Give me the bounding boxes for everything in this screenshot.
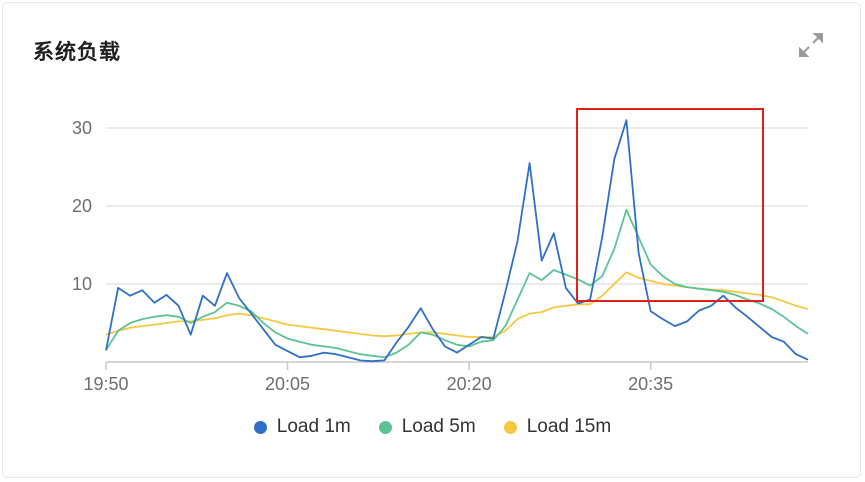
- x-tick-label: 19:50: [83, 374, 128, 394]
- card-title: 系统负载: [33, 40, 121, 64]
- series-line-load-1m: [105, 119, 809, 363]
- legend-item-load-15m[interactable]: Load 15m: [503, 416, 612, 438]
- x-tick-label: 20:35: [628, 374, 673, 394]
- y-tick-label: 30: [72, 118, 92, 138]
- x-tick-label: 20:05: [265, 374, 310, 394]
- legend-dot-load-1m: [253, 420, 267, 434]
- legend-label-load-5m: Load 5m: [401, 416, 476, 437]
- legend-dot-load-15m: [503, 420, 517, 434]
- legend-label-load-1m: Load 1m: [276, 416, 351, 437]
- tick-labels: 10 20 30 19:50 20:05 20:20 20:35: [72, 118, 673, 394]
- expand-arrows-icon[interactable]: [797, 31, 825, 59]
- y-tick-label: 20: [72, 196, 92, 216]
- x-tick-label: 20:20: [447, 374, 492, 394]
- load-line-chart: 10 20 30 19:50 20:05 20:20 20:35: [72, 118, 809, 394]
- legend-label-load-15m: Load 15m: [526, 416, 612, 437]
- legend-dot-load-5m: [378, 420, 392, 434]
- series-line-load-5m: [105, 208, 809, 359]
- x-axis: [105, 361, 808, 370]
- series-lines: [105, 119, 809, 363]
- highlight-box: [576, 108, 764, 302]
- chart-legend: Load 1m Load 5m Load 15m: [0, 412, 865, 442]
- legend-item-load-5m[interactable]: Load 5m: [378, 416, 476, 438]
- legend-item-load-1m[interactable]: Load 1m: [253, 416, 351, 438]
- y-tick-label: 10: [72, 274, 92, 294]
